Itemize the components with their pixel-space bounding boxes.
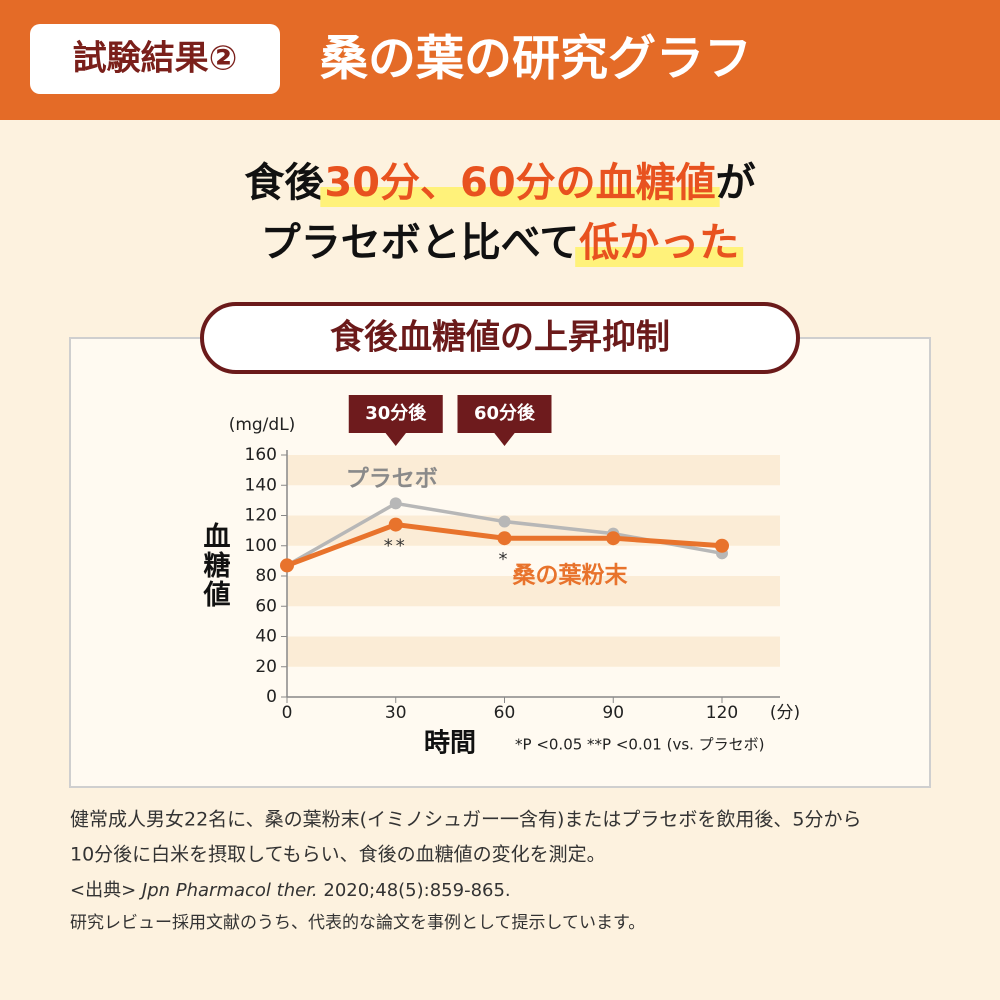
y-tick-label: 80 [255, 566, 277, 586]
header-label: 試験結果② [73, 39, 238, 79]
x-tick-label: 120 [706, 703, 738, 723]
highlight [575, 247, 744, 267]
data-point [606, 531, 621, 546]
y-tick-label: 0 [266, 687, 277, 707]
headline-text: プラセボと比べて [261, 220, 579, 266]
source: <出典> Jpn Pharmacol ther. 2020;48(5):859-… [70, 880, 511, 901]
band [287, 636, 780, 667]
data-point [498, 515, 511, 528]
data-point [388, 517, 403, 532]
callout-box [457, 395, 552, 433]
y-unit: (mg/dL) [229, 415, 296, 435]
source-part: 2020;48(5):859-865. [318, 880, 511, 901]
series-label: プラセボ [346, 466, 438, 492]
x-tick-label: 60 [494, 703, 516, 723]
significance-mark: * [499, 549, 511, 570]
callout-text: 30分後 [365, 402, 427, 424]
y-tick-label: 140 [245, 475, 277, 495]
source-part: <出典> [70, 880, 142, 901]
chart: 0 20 40 60 80 100 120 140 160 0 30 60 90 120 (mg/dL) (分… [199, 395, 800, 759]
y-tick-label: 160 [245, 445, 277, 465]
highlight [320, 187, 720, 207]
y-axis-title: 血糖値 [199, 522, 232, 609]
y-tick-label: 100 [245, 536, 277, 556]
disclaimer: 研究レビュー採用文献のうち、代表的な論文を事例として提示しています。 [70, 913, 645, 933]
callout-pointer [493, 432, 516, 446]
note-line: 健常成人男女22名に、桑の葉粉末(イミノシュガー一含有)またはプラセボを飲用後、… [70, 809, 862, 831]
callout-text: 60分後 [474, 402, 536, 424]
x-unit: (分) [770, 703, 800, 723]
header-badge [30, 24, 280, 94]
callout-box [348, 395, 443, 433]
data-point [715, 538, 729, 553]
callout-pointer [384, 432, 407, 446]
x-tick-label: 90 [602, 703, 624, 723]
headline-text: が [716, 160, 756, 206]
note-line: 10分後に白米を摂取してもらい、食後の血糖値の変化を測定。 [70, 844, 606, 866]
headline-text: 低かった [579, 220, 739, 266]
chart-title-pill [200, 302, 800, 374]
significance-mark: ** [384, 536, 408, 557]
source-journal: Jpn Pharmacol ther. [139, 880, 318, 901]
y-tick-label: 120 [245, 506, 277, 526]
band [287, 455, 780, 486]
footnote: *P <0.05 **P <0.01 (vs. プラセボ) [515, 736, 765, 754]
band [287, 576, 780, 607]
data-point [280, 558, 294, 573]
band [287, 515, 780, 546]
y-tick-label: 40 [255, 627, 277, 647]
header-title: 桑の葉の研究グラフ [320, 31, 752, 87]
x-axis-title: 時間 [424, 729, 476, 759]
headline-text: 食後 [244, 160, 325, 206]
y-tick-label: 20 [255, 657, 277, 677]
chart-title: 食後血糖値の上昇抑制 [330, 318, 670, 358]
x-tick-label: 0 [282, 703, 293, 723]
headline-text: 30分、60分の血糖値 [324, 160, 715, 206]
y-tick-label: 60 [255, 596, 277, 616]
series-label: 桑の葉粉末 [513, 563, 629, 589]
x-tick-label: 30 [385, 703, 407, 723]
data-point [497, 531, 512, 546]
data-point [389, 497, 402, 510]
